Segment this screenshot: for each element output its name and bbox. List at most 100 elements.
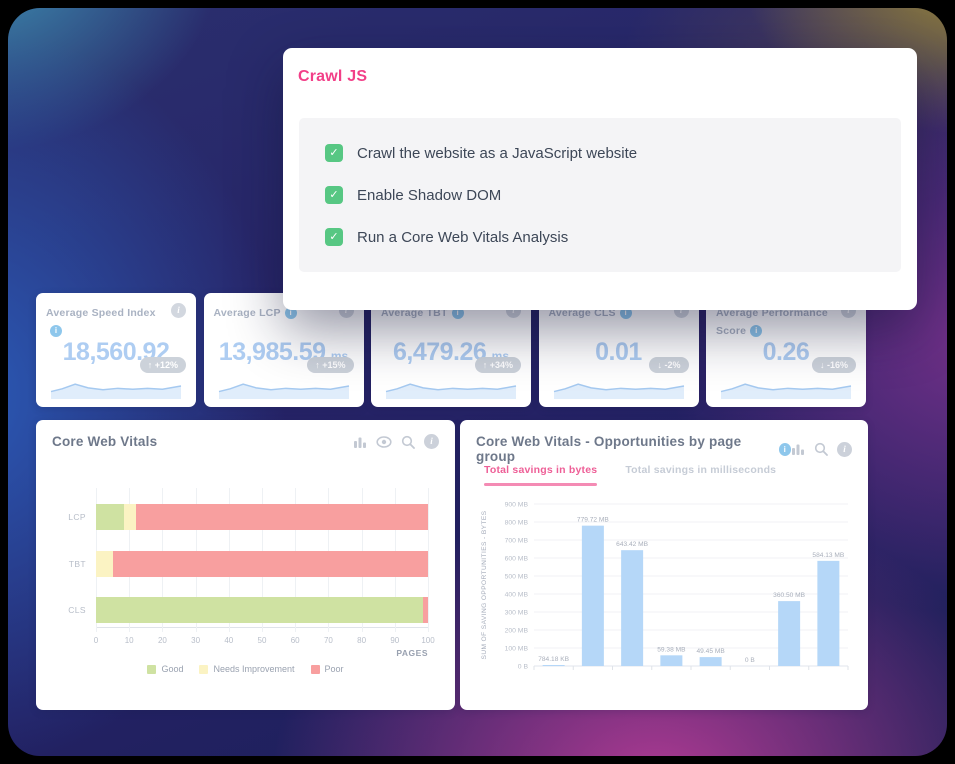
info-icon[interactable]: i (424, 434, 439, 449)
chart-title: Core Web Vitals - Opportunities by page … (476, 434, 742, 464)
modal-option-label: Crawl the website as a JavaScript websit… (357, 144, 638, 162)
core-web-vitals-chart-card: Core Web Vitals i LCP TBT CLS 0 10 20 30 40 50 60… (36, 420, 455, 710)
bar-chart-icon[interactable] (353, 435, 367, 449)
svg-text:100 MB: 100 MB (505, 646, 529, 653)
modal-options-panel: ✓ Crawl the website as a JavaScript websi… (299, 118, 901, 272)
kpi-delta-badge: ↑ +12% (139, 357, 186, 373)
legend-item: Good (147, 664, 183, 674)
tab-inactive[interactable]: Total savings in milliseconds (625, 464, 776, 486)
category-label: CLS (68, 605, 86, 615)
checkbox-checked[interactable]: ✓ (325, 228, 343, 246)
svg-text:500 MB: 500 MB (505, 574, 529, 581)
modal-option[interactable]: ✓ Crawl the website as a JavaScript websi… (325, 144, 875, 162)
kpi-card: Average CLS i i 0.01 ↓ -2% (538, 293, 699, 407)
kpi-card-header: Average Speed Index i i (46, 303, 186, 337)
kpi-title: Average Speed Index (46, 307, 156, 319)
kpi-sparkline (553, 383, 684, 399)
kpi-sparkline (720, 383, 852, 399)
bar-segment-good (96, 597, 424, 623)
svg-text:584.13 MB: 584.13 MB (812, 552, 844, 559)
legend-swatch (147, 664, 157, 674)
kpi-tooltip-icon[interactable]: i (284, 307, 297, 319)
svg-text:300 MB: 300 MB (505, 610, 529, 617)
eye-icon[interactable] (376, 435, 392, 448)
svg-text:360.50 MB: 360.50 MB (773, 592, 805, 599)
hbar-plot-area (96, 488, 429, 632)
chart-toolbar: i (353, 434, 439, 449)
kpi-tooltip-icon[interactable]: i (619, 307, 632, 319)
svg-text:700 MB: 700 MB (505, 538, 529, 545)
kpi-card: Average LCP i i 13,985.59 ms ↑ +15% (203, 293, 364, 407)
bar-segment-poor (112, 551, 428, 577)
kpi-card: Average Speed Indexi i 18,560.92 ↑ +12% (36, 293, 196, 407)
kpi-delta-badge: ↑ +15% (307, 357, 354, 373)
bar-chart-svg: 0 B 100 MB 200 MB 300 MB 400 MB 500 MB 600 MB 7… (481, 502, 849, 671)
checkbox-checked[interactable]: ✓ (325, 144, 343, 162)
kpi-card: Average Performance Score i i 0.26 ↓ -16% (706, 293, 866, 407)
stacked-bar-row (96, 597, 428, 623)
crawl-js-modal: Crawl JS ✓ Crawl the website as a JavaScr… (283, 48, 917, 310)
tab-underline (484, 483, 598, 486)
kpi-delta-badge: ↑ +34% (474, 357, 521, 373)
x-tick-label: 20 (157, 636, 167, 645)
info-icon[interactable]: i (837, 441, 852, 457)
svg-text:59.38 MB: 59.38 MB (657, 646, 686, 653)
modal-option[interactable]: ✓ Run a Core Web Vitals Analysis (325, 228, 875, 246)
x-tick-label: 80 (357, 636, 367, 645)
bar-segment-good (96, 504, 125, 530)
chart-tabs: Total savings in bytes Total savings in m… (484, 464, 776, 486)
search-icon[interactable] (814, 442, 828, 456)
svg-text:643.42 MB: 643.42 MB (616, 541, 648, 548)
legend-item: Poor (310, 664, 344, 674)
x-tick-label: 70 (323, 636, 333, 645)
svg-text:784.18 KB: 784.18 KB (538, 656, 569, 663)
svg-text:0 B: 0 B (745, 657, 755, 664)
legend-swatch (199, 664, 209, 674)
x-axis-label: PAGES (396, 648, 428, 658)
checkbox-checked[interactable]: ✓ (325, 186, 343, 204)
tab-underline (625, 483, 776, 486)
info-icon[interactable]: i (171, 303, 186, 318)
kpi-tooltip-icon[interactable]: i (750, 325, 763, 337)
kpi-delta-badge: ↓ -2% (649, 357, 689, 373)
kpi-sparkline (218, 383, 349, 399)
kpi-title: Average CLS (548, 307, 616, 319)
svg-text:779.72 MB: 779.72 MB (577, 517, 609, 524)
svg-text:0 B: 0 B (518, 664, 529, 671)
tab-active[interactable]: Total savings in bytes (484, 464, 598, 486)
tab-label: Total savings in milliseconds (625, 464, 777, 476)
bar-segment-poor (423, 597, 428, 623)
category-label: TBT (68, 559, 86, 569)
svg-text:200 MB: 200 MB (505, 628, 529, 635)
opportunities-chart-card: Core Web Vitals - Opportunities by page … (460, 420, 868, 710)
bar-segment-poor (135, 504, 428, 530)
modal-option-label: Run a Core Web Vitals Analysis (357, 228, 569, 246)
x-tick-label: 0 (93, 636, 99, 645)
kpi-value: 0.01 (595, 338, 642, 366)
kpi-tooltip-icon[interactable]: i (451, 307, 464, 319)
legend-label: Poor (324, 664, 344, 674)
svg-text:400 MB: 400 MB (505, 592, 529, 599)
legend-label: Needs Improvement (213, 664, 295, 674)
legend-item: Needs Improvement (199, 664, 295, 674)
chart-toolbar: i (791, 441, 852, 457)
x-tick-label: 40 (224, 636, 234, 645)
kpi-title: Average TBT (381, 307, 448, 319)
stacked-bar-row (96, 504, 428, 530)
legend-swatch (310, 664, 320, 674)
category-label: LCP (68, 512, 86, 522)
tooltip-info-icon[interactable]: i (778, 442, 791, 456)
kpi-card-header: Average TBT i i (381, 303, 521, 335)
modal-title: Crawl JS (298, 68, 368, 85)
kpi-tooltip-icon[interactable]: i (50, 325, 62, 337)
kpi-title: Average Performance Score (716, 307, 828, 337)
x-tick-label: 100 (421, 636, 435, 645)
gridline (428, 488, 429, 632)
search-icon[interactable] (401, 435, 415, 449)
kpi-value: 0.26 (762, 338, 810, 366)
bar-chart-icon[interactable] (791, 442, 805, 456)
x-tick-label: 60 (290, 636, 300, 645)
modal-option[interactable]: ✓ Enable Shadow DOM (325, 186, 875, 204)
chart-title: Core Web Vitals (52, 434, 158, 449)
svg-text:900 MB: 900 MB (505, 502, 529, 509)
